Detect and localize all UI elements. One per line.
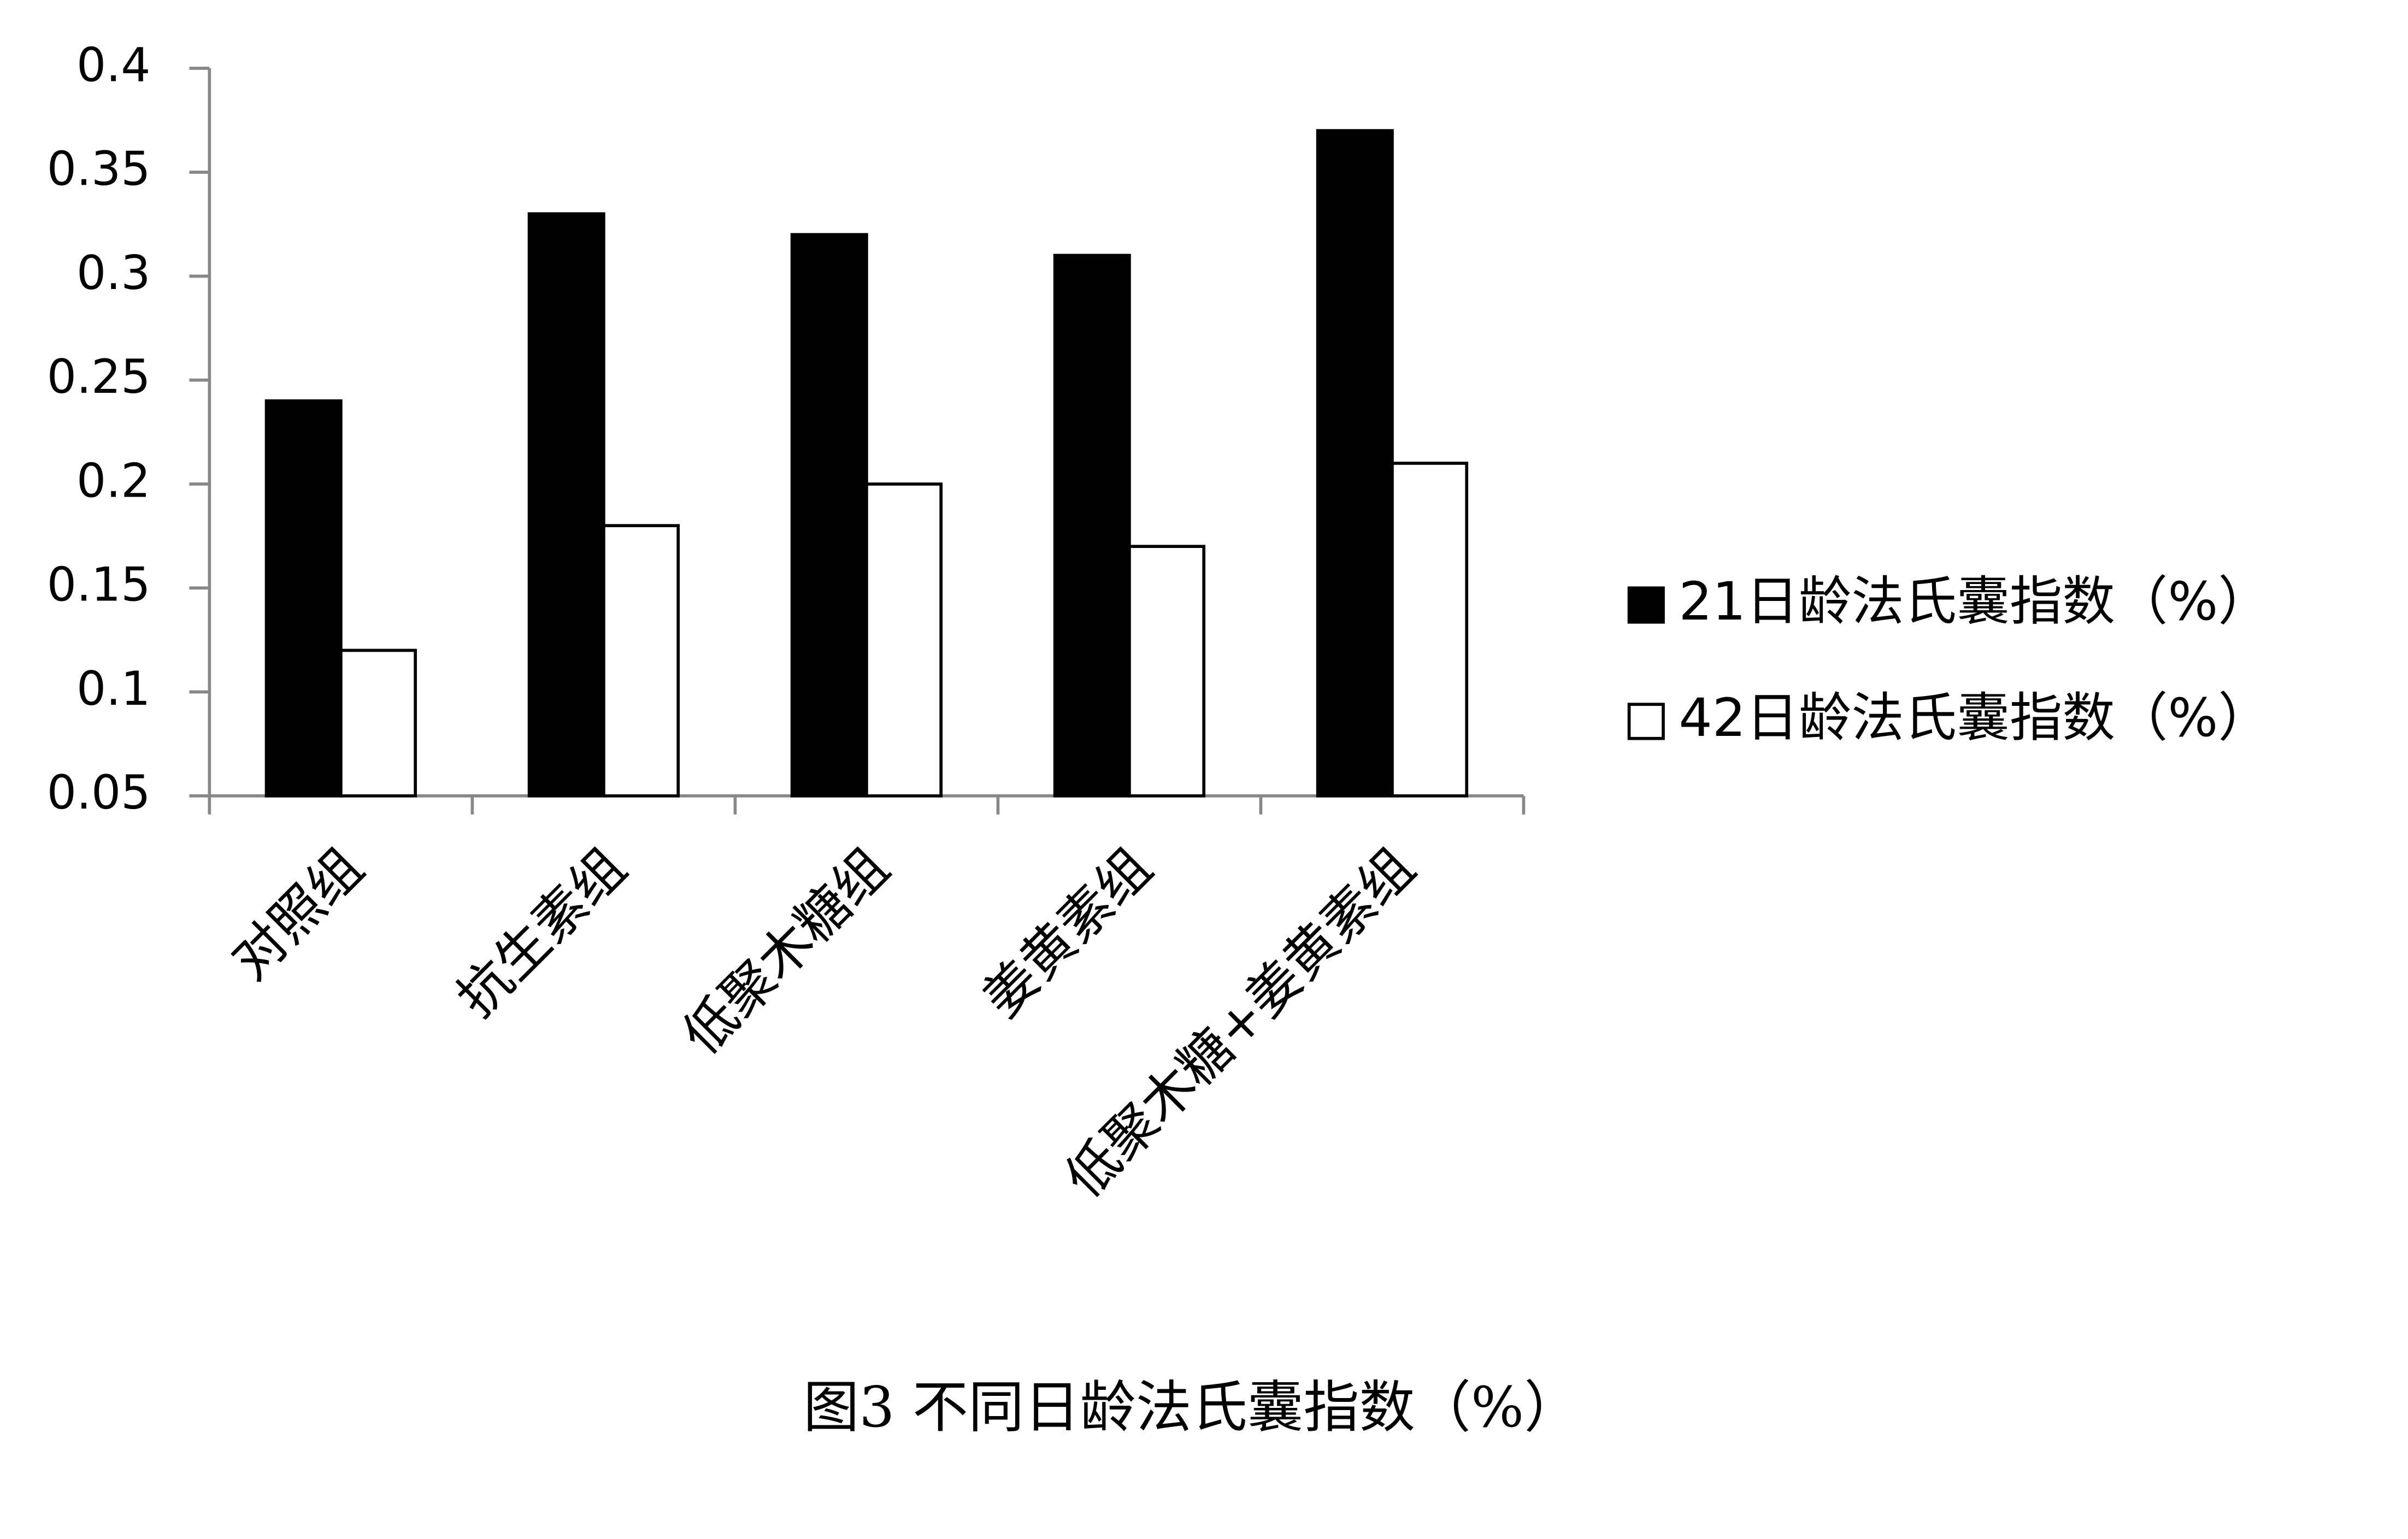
y-tick-label: 0.1 — [76, 662, 150, 716]
bar — [1053, 253, 1131, 798]
x-tick-label: 姜黄素组 — [971, 836, 1164, 1029]
x-tick-label: 对照组 — [220, 836, 375, 992]
bar — [1391, 462, 1469, 798]
legend-swatch — [1627, 703, 1665, 740]
x-tick-label: 抗生素组 — [445, 836, 638, 1029]
bar — [339, 648, 417, 798]
y-tick-label: 0.05 — [47, 766, 151, 820]
bar — [1128, 545, 1206, 798]
y-tick-label: 0.4 — [76, 38, 150, 92]
legend-swatch — [1627, 586, 1665, 624]
y-tick-label: 0.15 — [47, 558, 151, 612]
y-tick-label: 0.3 — [76, 246, 150, 300]
legend-label: 21日龄法氏囊指数（%） — [1679, 570, 2270, 632]
bar — [1316, 129, 1394, 798]
x-tick-label: 低聚木糖组 — [670, 836, 900, 1066]
y-tick-label: 0.35 — [47, 143, 151, 197]
bar — [264, 399, 343, 798]
chart-title: 图3 不同日龄法氏囊指数（%） — [803, 1375, 1580, 1440]
bar — [527, 212, 605, 798]
bar — [602, 524, 680, 798]
bar — [790, 233, 868, 798]
bar — [865, 482, 943, 798]
y-tick-label: 0.2 — [76, 454, 150, 508]
y-tick-label: 0.25 — [47, 350, 151, 404]
legend-label: 42日龄法氏囊指数（%） — [1679, 687, 2270, 748]
